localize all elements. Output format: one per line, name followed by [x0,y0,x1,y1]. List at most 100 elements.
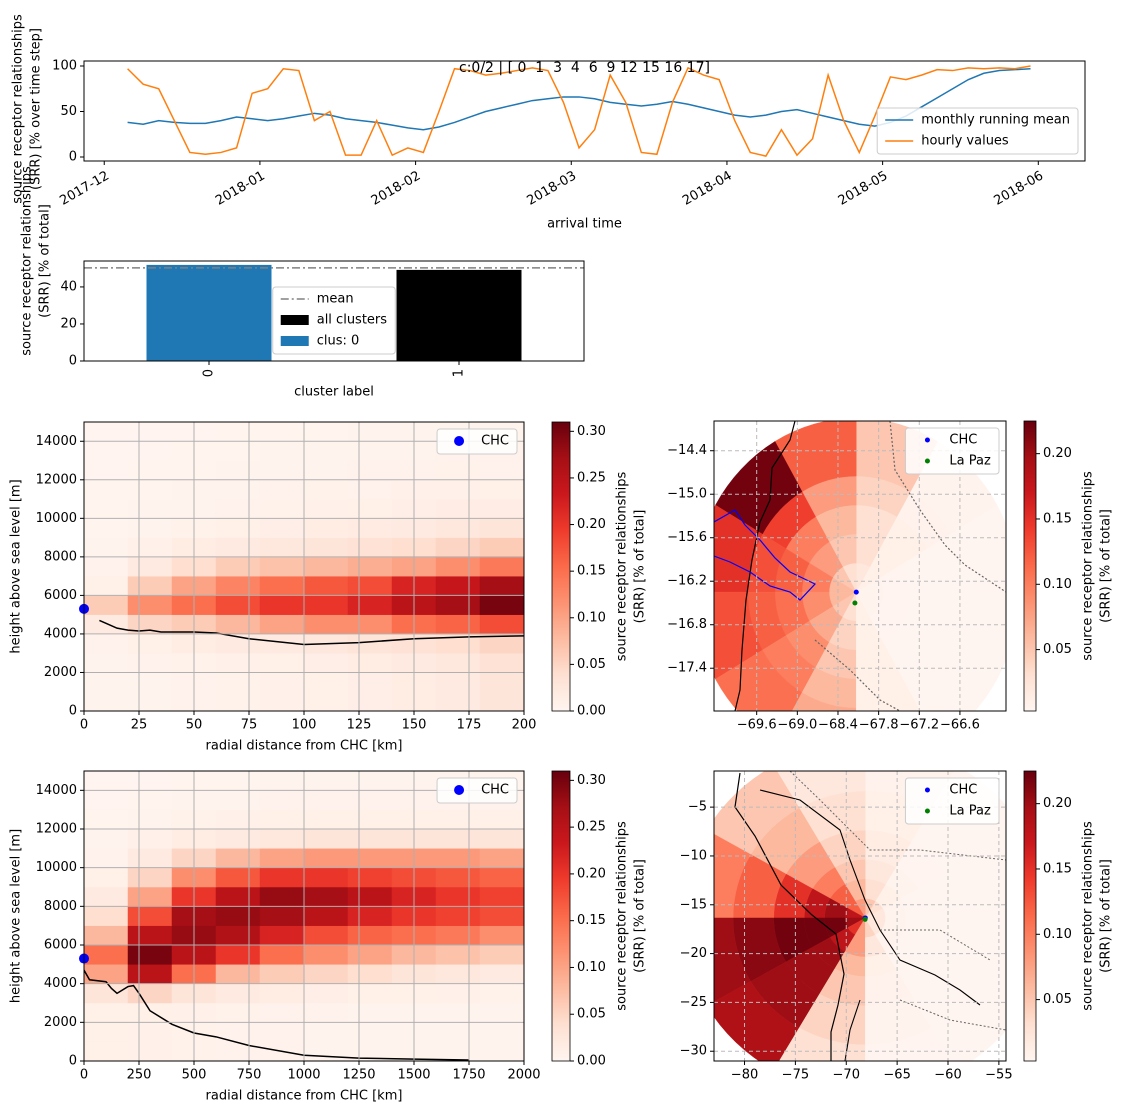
legend: mean all clusters clus: 0 [272,286,396,355]
colorbar-tick-label: 0.05 [1043,992,1072,1007]
x-tick-label: 2018-05 [836,169,891,209]
heatmap-cell [303,518,349,538]
heatmap-cell [303,828,349,849]
heatmap-cell [127,964,173,984]
heatmap-cell [479,1041,524,1061]
x-tick-label: 75 [241,718,258,733]
y-tick-label: 2000 [44,1015,77,1030]
axes-frame [83,770,525,1062]
heatmap-cell [215,537,261,558]
heatmap-cell [303,556,349,577]
heatmap-cell [215,983,261,1004]
legend-marker [924,808,930,814]
heatmap-cell [259,691,305,711]
heatmap-cell [435,867,481,888]
y-tick-label: −10 [680,848,707,863]
heatmap-cell [303,691,349,711]
heatmap-cell [127,691,173,711]
line-series [127,65,1031,157]
y-tick-label: −5 [688,800,707,815]
heatmap-cell [127,672,173,692]
colorbar [551,421,571,712]
heatmap-cell [259,537,305,558]
axes-frame [713,420,1007,712]
y-tick-label: 4000 [44,626,77,641]
map-point [862,916,868,922]
heatmap-cell [127,441,173,461]
heatmap-cell [435,848,481,868]
heatmap-cell [479,1022,524,1042]
heatmap-cell [435,828,481,849]
heatmap-cell [84,944,129,965]
axes-frame [83,260,585,362]
heatmap-cell [259,790,305,810]
x-tick-label: −67.2 [899,718,939,733]
colorbar-tick-label: 0.00 [577,1054,606,1069]
legend: CHC [436,777,518,804]
heatmap-cell [303,1041,349,1061]
y-axis-label: (SRR) [% over time step] [29,28,44,190]
heatmap-cell [127,1022,173,1042]
heatmap-cell [435,886,481,907]
heatmap-cell [215,460,261,481]
y-tick-label: 8000 [44,899,77,914]
x-tick-label: 0 [80,1068,88,1083]
legend-box [436,777,518,804]
heatmap-cell [303,925,349,946]
colorbar-tick-label: 0.15 [1043,861,1072,876]
heatmap-cell [127,809,173,830]
y-tick-label: −30 [680,1044,707,1059]
legend-label: La Paz [949,454,991,469]
colorbar-tick-label: 0.20 [577,517,606,532]
y-tick-label: −14.4 [667,443,707,458]
y-tick-label: 10000 [36,860,77,875]
x-tick-label: 125 [347,718,372,733]
heatmap-cell [259,595,305,615]
heatmap-cell [84,771,129,791]
heatmap-cell [259,441,305,461]
legend-label: monthly running mean [921,113,1070,128]
legend-box [436,428,518,455]
heatmap-cell [303,441,349,461]
x-axis-label: radial distance from CHC [km] [206,739,403,754]
heatmap-cell [435,652,481,673]
y-tick-label: −17.4 [667,661,707,676]
heatmap-cell [479,944,524,965]
heatmap-cell [84,906,129,926]
heatmap-cell [303,575,349,596]
x-tick-label: 25 [131,718,148,733]
x-tick-label: 1250 [342,1068,375,1083]
x-axis-label: radial distance from CHC [km] [206,1089,403,1104]
heatmap-cell [84,983,129,1004]
heatmap-cell [303,460,349,481]
x-tick-label: 200 [512,718,537,733]
heatmap-cell [303,537,349,558]
heatmap-cell [215,906,261,926]
legend: CHC La Paz [904,427,1000,475]
border [789,771,1006,1031]
heatmap-cell [303,1002,349,1023]
colorbar-label: (SRR) [% of total] [1099,859,1114,973]
x-tick-label: −55 [985,1068,1012,1083]
heatmap-cell [303,672,349,692]
x-tick-label: 1750 [452,1068,485,1083]
heatmap-cell [479,460,524,481]
x-tick-label: −65 [883,1068,910,1083]
y-tick-label: 12000 [36,822,77,837]
legend-label: CHC [949,433,977,448]
heatmap-cell [259,460,305,481]
heatmap-cell [215,790,261,810]
heatmap-cell [127,575,173,596]
heatmap-cell [84,652,129,673]
heatmap-cell [84,479,129,500]
heatmap-cell [84,518,129,538]
y-tick-label: 100 [52,59,77,74]
colorbar-label: (SRR) [% of total] [1099,509,1114,623]
heatmap-cell [215,479,261,500]
heatmap-cell [84,498,129,519]
heatmap-cell [259,556,305,577]
heatmap-cell [303,906,349,926]
heatmap-cell [479,809,524,830]
heatmap-cell [215,614,261,635]
heatmap-cell [347,441,393,461]
